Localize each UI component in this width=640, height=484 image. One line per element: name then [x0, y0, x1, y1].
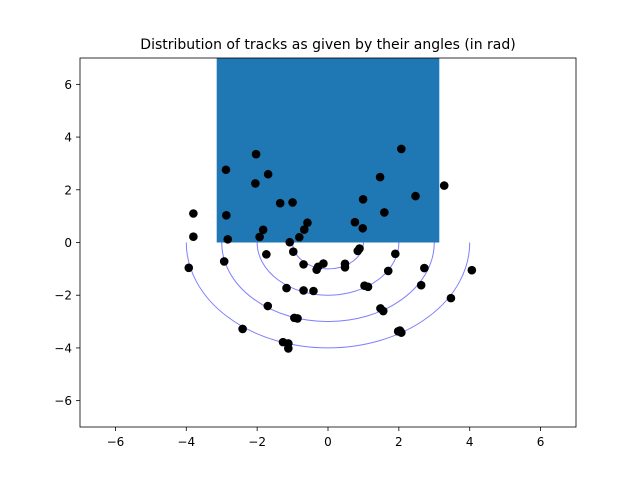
y-tick-label: 2	[64, 183, 72, 197]
track-point	[299, 286, 308, 295]
track-point	[416, 280, 426, 290]
track-point	[189, 209, 198, 218]
track-point	[319, 259, 328, 268]
track-point	[309, 286, 318, 296]
track-point	[263, 169, 273, 179]
track-point	[275, 198, 285, 208]
track-point	[420, 263, 429, 273]
track-point	[355, 244, 364, 253]
plot-area	[184, 58, 477, 353]
track-point	[278, 337, 288, 347]
angle-region-rect	[216, 58, 440, 243]
track-point	[391, 249, 400, 259]
track-point	[223, 235, 233, 244]
track-point	[263, 301, 273, 311]
chart-title: Distribution of tracks as given by their…	[140, 37, 515, 53]
radius-arc-4	[185, 242, 471, 349]
track-point	[288, 247, 298, 257]
x-tick-label: −4	[177, 435, 195, 449]
axes: −6 −4 −2 0 2 4 6 −6 −4 −2 0 2 4 6	[54, 57, 577, 449]
track-point	[467, 265, 477, 275]
track-point	[251, 149, 261, 159]
y-tick-label: −6	[54, 394, 72, 408]
track-point	[378, 306, 388, 316]
track-point	[439, 181, 449, 190]
y-tick-label: 0	[64, 236, 72, 250]
track-point	[303, 218, 312, 228]
track-point	[258, 225, 268, 235]
x-tick-label: 0	[324, 435, 332, 449]
track-point	[446, 293, 456, 303]
track-point	[375, 172, 385, 182]
track-point	[397, 144, 406, 154]
radius-arc-3	[221, 242, 435, 323]
track-point	[295, 232, 304, 242]
track-point	[282, 283, 291, 293]
track-point	[238, 324, 247, 334]
track-point	[397, 328, 406, 337]
track-point	[380, 208, 389, 217]
track-point	[350, 217, 360, 227]
x-tick-label: −6	[107, 435, 125, 449]
track-point	[288, 198, 297, 207]
x-tick-label: 2	[395, 435, 403, 449]
y-tick-label: 6	[64, 78, 72, 92]
x-tick-label: 4	[466, 435, 474, 449]
x-tick-label: −2	[248, 435, 266, 449]
track-point	[358, 194, 368, 204]
track-point	[184, 263, 194, 273]
track-point	[262, 250, 271, 259]
y-tick-label: −4	[54, 341, 72, 355]
radius-arc-2	[256, 242, 400, 296]
y-tick-label: 4	[64, 131, 72, 145]
track-point	[363, 282, 373, 292]
track-point	[293, 314, 302, 323]
track-point	[285, 237, 295, 247]
track-point	[221, 165, 231, 175]
x-tick-label: 6	[537, 435, 545, 449]
track-point	[411, 191, 420, 201]
y-tick-label: −2	[54, 289, 72, 303]
track-point	[383, 266, 393, 276]
track-point	[340, 262, 350, 272]
track-point	[251, 179, 260, 188]
track-point	[284, 344, 293, 353]
track-point	[222, 211, 231, 220]
track-point	[219, 257, 229, 266]
track-point	[255, 232, 264, 242]
track-point	[299, 225, 309, 234]
track-point	[189, 232, 198, 242]
track-point	[358, 223, 368, 233]
track-point	[299, 260, 308, 269]
